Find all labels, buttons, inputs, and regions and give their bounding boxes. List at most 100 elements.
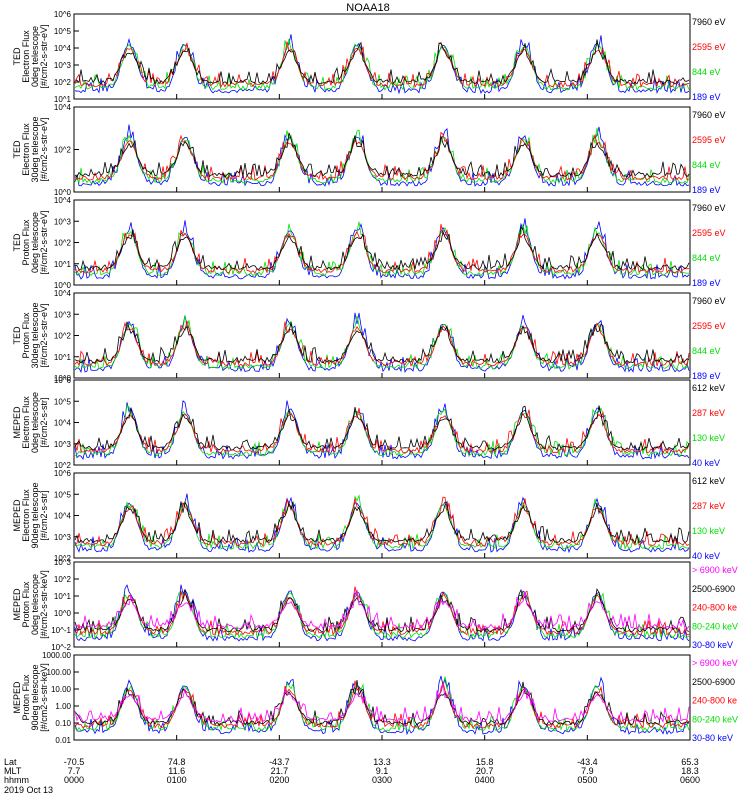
y-tick-label: 10^2 xyxy=(54,461,72,470)
y-tick-label: 10^4 xyxy=(54,512,72,521)
footer-mlt: 11.6 xyxy=(168,766,185,776)
legend-entry: 7960 eV xyxy=(692,296,726,306)
footer-lat: 74.8 xyxy=(168,757,186,767)
y-axis-label: MEPEDProton Flux90deg telescope[#/cm2-s-… xyxy=(12,663,49,732)
footer-lat: -70.5 xyxy=(64,757,85,767)
y-tick-label: 10^2 xyxy=(54,78,72,87)
legend-entry: 189 eV xyxy=(692,92,721,102)
series-trace xyxy=(74,400,690,460)
y-tick-label: 10^6 xyxy=(54,469,72,478)
panels: TEDElectron Flux0deg telescope[#/cm2-s-s… xyxy=(12,10,738,745)
y-tick-label: 10^2 xyxy=(54,239,72,248)
legend-entry: 30-80 keV xyxy=(692,640,733,650)
y-tick-label: 10^1 xyxy=(54,592,72,601)
panel-6: MEPEDElectron Flux90deg telescope[#/cm2-… xyxy=(12,469,725,563)
series-trace xyxy=(74,679,690,726)
footer-row-label-mlt: MLT xyxy=(4,766,22,776)
y-tick-label: 10^5 xyxy=(54,490,72,499)
y-tick-label: 1.00 xyxy=(55,702,71,711)
legend-entry: > 6900 keV xyxy=(692,658,738,668)
legend-entry: 612 keV xyxy=(692,476,725,486)
series-trace xyxy=(74,321,690,364)
legend-entry: 2500-6900 xyxy=(692,584,735,594)
y-tick-label: 10^5 xyxy=(54,27,72,36)
y-axis-label: TEDProton Flux0deg telescope[#/cm2-s-str… xyxy=(12,210,49,274)
footer-hhmm: 0200 xyxy=(269,775,289,785)
legend-entry: 130 keV xyxy=(692,526,725,536)
footer-row-label-hhmm: hhmm xyxy=(4,775,29,785)
y-tick-label: 10^2 xyxy=(54,554,72,563)
footer-row-label-lat: Lat xyxy=(4,757,17,767)
footer-lat: -43.4 xyxy=(577,757,598,767)
panel-7: MEPEDProton Flux0deg telescope[#/cm2-s-s… xyxy=(12,558,738,652)
panel-1: TEDElectron Flux0deg telescope[#/cm2-s-s… xyxy=(12,10,726,104)
footer-hhmm: 0300 xyxy=(372,775,392,785)
y-tick-label: 10^0 xyxy=(54,281,72,290)
series-trace xyxy=(74,680,690,729)
y-tick-label: 10^6 xyxy=(54,376,72,385)
legend-entry: 844 eV xyxy=(692,67,721,77)
y-tick-label: 10^-2 xyxy=(51,643,71,652)
panel-8: MEPEDProton Flux90deg telescope[#/cm2-s-… xyxy=(12,651,738,745)
legend-entry: 287 keV xyxy=(692,501,725,511)
y-axis-label: TEDProton Flux30deg telescope[#/cm2-s-st… xyxy=(12,302,49,368)
footer-hhmm: 0400 xyxy=(475,775,495,785)
legend-entry: 2595 eV xyxy=(692,321,726,331)
y-tick-label: 10^2 xyxy=(54,332,72,341)
series-trace xyxy=(74,38,690,91)
legend-entry: 189 eV xyxy=(692,278,721,288)
chart-title: NOAA18 xyxy=(346,2,389,14)
legend-entry: 30-80 keV xyxy=(692,733,733,743)
footer-mlt: 7.9 xyxy=(581,766,594,776)
y-axis-label: TEDElectron Flux0deg telescope[#/cm2-s-s… xyxy=(12,24,49,88)
footer-hhmm: 0500 xyxy=(577,775,597,785)
legend-entry: 240-800 ke xyxy=(692,696,737,706)
series-trace xyxy=(74,132,690,178)
footer-mlt: 7.7 xyxy=(68,766,81,776)
legend-entry: 7960 eV xyxy=(692,110,726,120)
y-tick-label: 10^5 xyxy=(54,397,72,406)
y-tick-label: 10^6 xyxy=(54,10,72,19)
y-tick-label: 10^4 xyxy=(54,196,72,205)
panel-5: MEPEDElectron Flux0deg telescope[#/cm2-s… xyxy=(12,376,725,470)
y-axis-label: MEPEDElectron Flux0deg telescope[#/cm2-s… xyxy=(12,392,49,453)
y-tick-label: 10^4 xyxy=(54,289,72,298)
series-trace xyxy=(74,500,690,544)
y-tick-label: 10^-1 xyxy=(51,626,71,635)
series-trace xyxy=(74,225,690,272)
panel-3: TEDProton Flux0deg telescope[#/cm2-s-str… xyxy=(12,196,726,290)
series-trace xyxy=(74,589,690,631)
y-tick-label: 10^3 xyxy=(54,533,72,542)
plot-frame xyxy=(73,292,691,379)
panel-2: TEDElectron Flux30deg telescope[#/cm2-s-… xyxy=(12,103,726,197)
y-tick-label: 0.10 xyxy=(55,719,71,728)
series-trace xyxy=(74,224,690,274)
footer-mlt: 20.7 xyxy=(476,766,494,776)
footer-lat: 13.3 xyxy=(373,757,391,767)
y-axis-label: MEPEDProton Flux0deg telescope[#/cm2-s-s… xyxy=(12,570,49,639)
legend-entry: 2500-6900 xyxy=(692,677,735,687)
legend-entry: 189 eV xyxy=(692,185,721,195)
legend-entry: 844 eV xyxy=(692,160,721,170)
legend-entry: 844 eV xyxy=(692,346,721,356)
series-trace xyxy=(74,320,690,368)
y-tick-label: 10^1 xyxy=(54,260,72,269)
panel-4: TEDProton Flux30deg telescope[#/cm2-s-st… xyxy=(12,289,726,383)
y-tick-label: 0.01 xyxy=(55,736,71,745)
legend-entry: 7960 eV xyxy=(692,17,726,27)
legend-entry: 844 eV xyxy=(692,253,721,263)
legend-entry: 7960 eV xyxy=(692,203,726,213)
series-trace xyxy=(74,221,690,278)
legend-entry: 287 keV xyxy=(692,408,725,418)
series-trace xyxy=(74,496,690,547)
y-tick-label: 10.00 xyxy=(51,685,72,694)
y-axis-label: MEPEDElectron Flux90deg telescope[#/cm2-… xyxy=(12,482,49,548)
y-tick-label: 10^3 xyxy=(54,61,72,70)
legend-entry: 240-800 ke xyxy=(692,603,737,613)
footer-lat: 65.3 xyxy=(681,757,699,767)
legend-entry: 189 eV xyxy=(692,371,721,381)
legend-entry: 40 keV xyxy=(692,458,720,468)
legend-entry: 2595 eV xyxy=(692,135,726,145)
footer-hhmm: 0600 xyxy=(680,775,700,785)
